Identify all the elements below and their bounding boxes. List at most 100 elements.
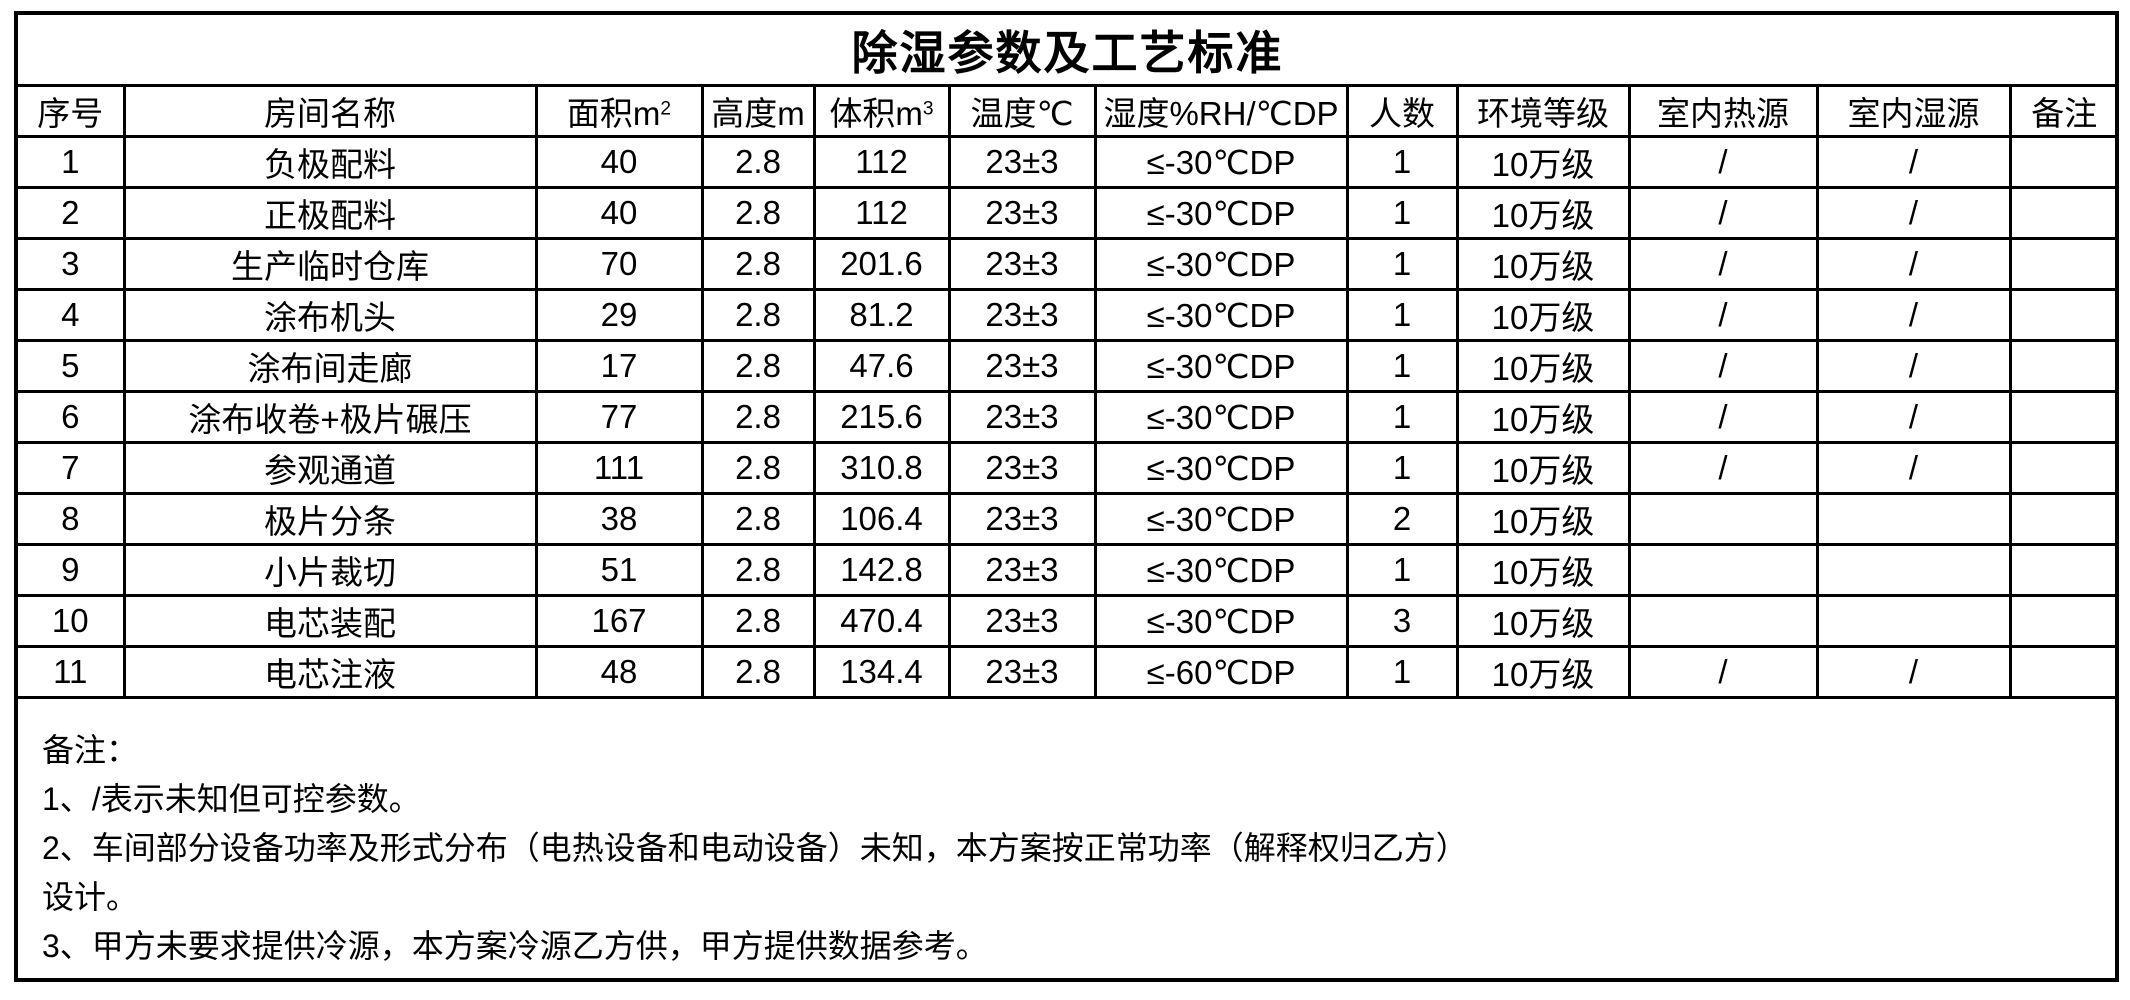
- column-header-4: 高度m: [700, 84, 816, 138]
- notes-block: 备注： 1、/表示未知但可控参数。 2、车间部分设备功率及形式分布（电热设备和电动设…: [18, 696, 2115, 987]
- table-cell-r4-c3: 29: [534, 288, 704, 342]
- column-header-label: 房间名称: [264, 95, 396, 132]
- table-cell-r7-c6: 23±3: [947, 441, 1097, 495]
- table-cell-r9-c7: ≤-30℃DP: [1093, 543, 1349, 597]
- table-cell-r9-c6: 23±3: [947, 543, 1097, 597]
- table-cell-r10-c6: 23±3: [947, 594, 1097, 648]
- table-cell-r8-c6: 23±3: [947, 492, 1097, 546]
- table-cell-r9-c3: 51: [534, 543, 704, 597]
- table-cell-r6-c2: 涂布收卷+极片碾压: [122, 390, 538, 444]
- table-cell-r11-c5: 134.4: [812, 645, 951, 698]
- table-cell-r3-c4: 2.8: [700, 237, 816, 291]
- table-cell-r7-c10: /: [1627, 441, 1819, 495]
- note-line-4: 设计。: [42, 879, 139, 915]
- table-cell-r6-c4: 2.8: [700, 390, 816, 444]
- dehumidification-spec-sheet: 除湿参数及工艺标准 序号 房间名称 面积m2 高度m 体积m3 温度℃ 湿度%RH/℃DP 人…: [14, 11, 2119, 982]
- table-cell-r10-c4: 2.8: [700, 594, 816, 648]
- table-cell-r2-c4: 2.8: [700, 186, 816, 240]
- column-header-11: 室内湿源: [1815, 84, 2012, 138]
- table-cell-r1-c4: 2.8: [700, 135, 816, 189]
- note-line-1: 备注：: [42, 732, 139, 768]
- table-cell-r1-c2: 负极配料: [122, 135, 538, 189]
- table-cell-r4-c11: /: [1815, 288, 2012, 342]
- table-row-4: 4 涂布机头 29 2.8 81.2 23±3 ≤-30℃DP 1 10万级 / /: [16, 288, 2119, 342]
- table-cell-r11-c3: 48: [534, 645, 704, 698]
- table-cell-r2-c6: 23±3: [947, 186, 1097, 240]
- column-header-9: 环境等级: [1455, 84, 1631, 138]
- table-cell-r2-c2: 正极配料: [122, 186, 538, 240]
- table-row-10: 10 电芯装配 167 2.8 470.4 23±3 ≤-30℃DP 3 10万级: [16, 594, 2119, 648]
- table-cell-r7-c2: 参观通道: [122, 441, 538, 495]
- table-cell-r4-c12: [2008, 288, 2119, 342]
- table-cell-r4-c5: 81.2: [812, 288, 951, 342]
- note-line-2: 1、/表示未知但可控参数。: [42, 781, 421, 817]
- table-cell-r2-c3: 40: [534, 186, 704, 240]
- table-cell-r5-c1: 5: [16, 339, 126, 393]
- table-cell-r9-c1: 9: [16, 543, 126, 597]
- table-cell-r6-c3: 77: [534, 390, 704, 444]
- table-cell-r2-c1: 2: [16, 186, 126, 240]
- table-cell-r2-c12: [2008, 186, 2119, 240]
- table-cell-r8-c7: ≤-30℃DP: [1093, 492, 1349, 546]
- table-cell-r6-c5: 215.6: [812, 390, 951, 444]
- table-cell-r9-c2: 小片裁切: [122, 543, 538, 597]
- table-cell-r7-c1: 7: [16, 441, 126, 495]
- table-cell-r5-c9: 10万级: [1455, 339, 1631, 393]
- column-header-label: 体积m: [829, 95, 923, 132]
- table-cell-r7-c11: /: [1815, 441, 2012, 495]
- table-cell-r4-c8: 1: [1345, 288, 1459, 342]
- table-cell-r3-c7: ≤-30℃DP: [1093, 237, 1349, 291]
- column-header-8: 人数: [1345, 84, 1459, 138]
- column-header-row: 序号 房间名称 面积m2 高度m 体积m3 温度℃ 湿度%RH/℃DP 人数 环境等级 室内热源室…: [16, 84, 2119, 138]
- column-header-label: 室内热源: [1657, 95, 1789, 132]
- table-cell-r4-c10: /: [1627, 288, 1819, 342]
- column-header-10: 室内热源: [1627, 84, 1819, 138]
- table-cell-r2-c9: 10万级: [1455, 186, 1631, 240]
- table-row-9: 9 小片裁切 51 2.8 142.8 23±3 ≤-30℃DP 1 10万级: [16, 543, 2119, 597]
- table-cell-r10-c7: ≤-30℃DP: [1093, 594, 1349, 648]
- column-header-3: 面积m2: [534, 84, 704, 138]
- table-cell-r1-c5: 112: [812, 135, 951, 189]
- table-cell-r10-c11: [1815, 594, 2012, 648]
- table-cell-r11-c11: /: [1815, 645, 2012, 698]
- table-cell-r8-c10: [1627, 492, 1819, 546]
- table-cell-r3-c3: 70: [534, 237, 704, 291]
- table-cell-r2-c10: /: [1627, 186, 1819, 240]
- table-cell-r1-c6: 23±3: [947, 135, 1097, 189]
- table-cell-r1-c3: 40: [534, 135, 704, 189]
- table-cell-r3-c1: 3: [16, 237, 126, 291]
- table-cell-r2-c7: ≤-30℃DP: [1093, 186, 1349, 240]
- table-cell-r3-c2: 生产临时仓库: [122, 237, 538, 291]
- table-cell-r3-c12: [2008, 237, 2119, 291]
- table-cell-r2-c8: 1: [1345, 186, 1459, 240]
- table-cell-r8-c11: [1815, 492, 2012, 546]
- table-row-8: 8 极片分条 38 2.8 106.4 23±3 ≤-30℃DP 2 10万级: [16, 492, 2119, 546]
- unit-superscript: 3: [922, 98, 934, 120]
- table-cell-r7-c8: 1: [1345, 441, 1459, 495]
- column-header-5: 体积m3: [812, 84, 951, 138]
- column-header-label: 高度m: [711, 95, 805, 132]
- table-cell-r3-c8: 1: [1345, 237, 1459, 291]
- column-header-label: 人数: [1369, 95, 1435, 132]
- table-cell-r6-c8: 1: [1345, 390, 1459, 444]
- column-header-7: 湿度%RH/℃DP: [1093, 84, 1349, 138]
- table-cell-r5-c2: 涂布间走廊: [122, 339, 538, 393]
- table-cell-r11-c6: 23±3: [947, 645, 1097, 698]
- table-cell-r10-c1: 10: [16, 594, 126, 648]
- table-cell-r11-c9: 10万级: [1455, 645, 1631, 698]
- table-row-1: 1 负极配料 40 2.8 112 23±3 ≤-30℃DP 1 10万级 / /: [16, 135, 2119, 189]
- table-cell-r3-c6: 23±3: [947, 237, 1097, 291]
- table-cell-r11-c1: 11: [16, 645, 126, 698]
- table-cell-r7-c9: 10万级: [1455, 441, 1631, 495]
- column-header-2: 房间名称: [122, 84, 538, 138]
- unit-superscript: 2: [660, 98, 672, 120]
- table-cell-r5-c3: 17: [534, 339, 704, 393]
- table-cell-r2-c5: 112: [812, 186, 951, 240]
- column-header-label: 湿度%RH/℃DP: [1103, 95, 1339, 132]
- table-cell-r9-c11: [1815, 543, 2012, 597]
- table-cell-r11-c4: 2.8: [700, 645, 816, 698]
- table-cell-r9-c9: 10万级: [1455, 543, 1631, 597]
- table-cell-r8-c5: 106.4: [812, 492, 951, 546]
- table-cell-r5-c7: ≤-30℃DP: [1093, 339, 1349, 393]
- table-cell-r7-c3: 111: [534, 441, 704, 495]
